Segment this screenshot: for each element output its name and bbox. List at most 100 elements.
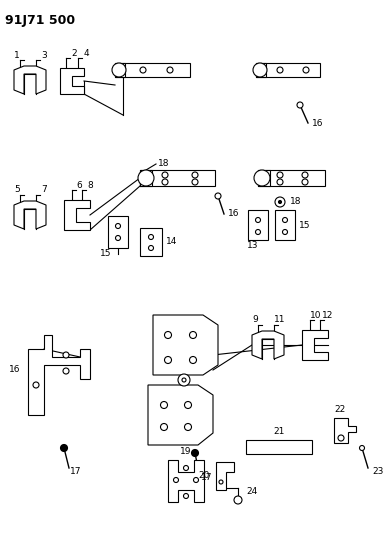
Text: 4: 4 <box>83 49 89 58</box>
Text: 3: 3 <box>41 51 47 60</box>
Circle shape <box>215 193 221 199</box>
Circle shape <box>275 197 285 207</box>
Circle shape <box>112 63 126 77</box>
Polygon shape <box>216 462 234 490</box>
Circle shape <box>283 217 287 222</box>
Circle shape <box>182 378 186 382</box>
Circle shape <box>278 200 282 204</box>
Polygon shape <box>302 330 328 360</box>
Circle shape <box>192 179 198 185</box>
Circle shape <box>162 172 168 178</box>
Text: 8: 8 <box>87 181 93 190</box>
Text: 18: 18 <box>290 198 301 206</box>
Circle shape <box>192 172 198 178</box>
Bar <box>258 170 270 186</box>
Text: 13: 13 <box>247 241 259 251</box>
Bar <box>248 210 268 240</box>
Circle shape <box>253 63 267 77</box>
Text: 24: 24 <box>246 488 257 497</box>
Circle shape <box>167 67 173 73</box>
Polygon shape <box>168 460 204 502</box>
Circle shape <box>338 435 344 441</box>
Circle shape <box>277 179 283 185</box>
Text: 9: 9 <box>252 316 258 325</box>
Bar <box>108 216 128 248</box>
Circle shape <box>115 223 120 229</box>
Text: 12: 12 <box>322 311 334 319</box>
Polygon shape <box>64 200 90 230</box>
Circle shape <box>174 478 179 482</box>
Circle shape <box>254 170 270 186</box>
Circle shape <box>183 465 188 471</box>
Text: 16: 16 <box>9 366 20 375</box>
Text: 6: 6 <box>76 181 82 190</box>
Text: 14: 14 <box>166 238 178 246</box>
Circle shape <box>160 401 167 408</box>
Polygon shape <box>28 335 90 415</box>
Circle shape <box>359 446 364 450</box>
Circle shape <box>297 102 303 108</box>
Circle shape <box>61 445 68 451</box>
Text: 20: 20 <box>199 472 210 481</box>
Text: 10: 10 <box>310 311 322 319</box>
Polygon shape <box>14 66 46 94</box>
Polygon shape <box>115 63 190 77</box>
Circle shape <box>277 67 283 73</box>
Polygon shape <box>258 170 325 186</box>
Circle shape <box>255 230 260 235</box>
Text: 2: 2 <box>71 49 77 58</box>
Bar <box>246 440 312 454</box>
Text: 16: 16 <box>312 118 323 127</box>
Circle shape <box>165 332 172 338</box>
Text: 15: 15 <box>100 249 112 259</box>
Text: 23: 23 <box>372 467 383 477</box>
Polygon shape <box>148 385 213 445</box>
Text: 17: 17 <box>201 472 212 481</box>
Text: 17: 17 <box>70 467 81 477</box>
Text: 91J71 500: 91J71 500 <box>5 14 75 27</box>
Bar <box>140 228 162 256</box>
Text: 15: 15 <box>299 221 310 230</box>
Text: 1: 1 <box>14 51 20 60</box>
Polygon shape <box>140 170 215 186</box>
Circle shape <box>165 357 172 364</box>
Polygon shape <box>14 201 46 229</box>
Circle shape <box>149 246 154 251</box>
Circle shape <box>234 496 242 504</box>
Polygon shape <box>256 63 320 77</box>
Circle shape <box>303 67 309 73</box>
Text: 11: 11 <box>274 316 286 325</box>
Circle shape <box>185 401 192 408</box>
Polygon shape <box>252 331 284 359</box>
Circle shape <box>63 352 69 358</box>
Text: 18: 18 <box>158 159 170 168</box>
Text: 16: 16 <box>228 209 240 219</box>
Text: 22: 22 <box>334 406 346 415</box>
Circle shape <box>162 179 168 185</box>
Circle shape <box>33 382 39 388</box>
Polygon shape <box>60 68 84 94</box>
Circle shape <box>178 374 190 386</box>
Circle shape <box>63 368 69 374</box>
Circle shape <box>302 179 308 185</box>
Circle shape <box>160 424 167 431</box>
Bar <box>256 63 266 77</box>
Text: 7: 7 <box>41 185 47 195</box>
Bar <box>115 63 125 77</box>
Circle shape <box>219 480 223 484</box>
Circle shape <box>115 236 120 240</box>
Text: 21: 21 <box>273 427 285 437</box>
Text: 5: 5 <box>14 185 20 195</box>
Polygon shape <box>153 315 218 375</box>
Circle shape <box>255 217 260 222</box>
Circle shape <box>192 449 199 456</box>
Circle shape <box>277 172 283 178</box>
Circle shape <box>183 494 188 498</box>
Circle shape <box>138 170 154 186</box>
Bar <box>140 170 152 186</box>
Polygon shape <box>334 418 356 443</box>
Circle shape <box>190 357 197 364</box>
Circle shape <box>190 332 197 338</box>
Circle shape <box>302 172 308 178</box>
Circle shape <box>194 478 199 482</box>
